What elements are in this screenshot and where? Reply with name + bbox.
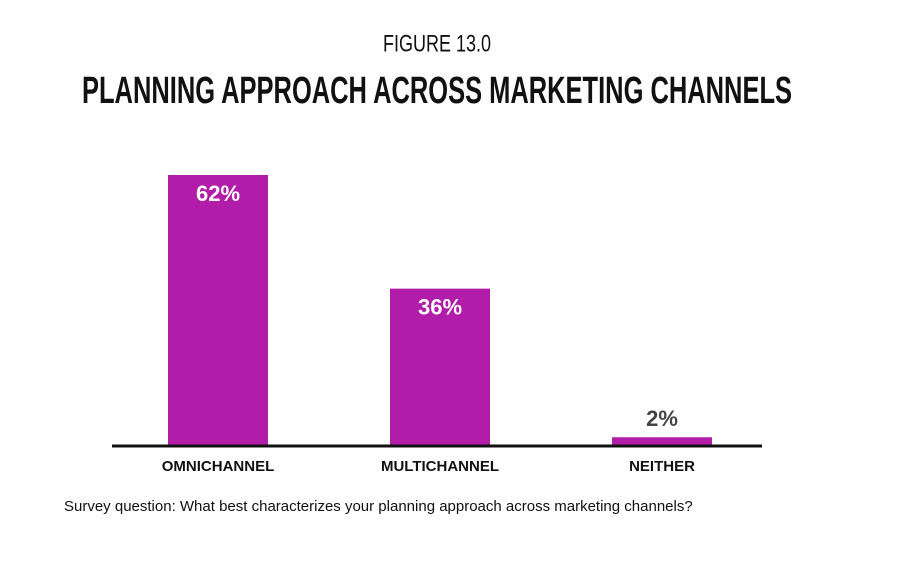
chart-subtitle: FIGURE 13.0 (383, 30, 491, 57)
x-tick-label: NEITHER (629, 458, 695, 475)
value-label: 2% (646, 406, 678, 431)
value-label: 62% (196, 181, 240, 206)
x-tick-label: MULTICHANNEL (381, 458, 499, 475)
x-tick-label: OMNICHANNEL (162, 458, 275, 475)
chart-title: PLANNING APPROACH ACROSS MARKETING CHANN… (82, 70, 792, 112)
bar (168, 175, 268, 446)
chart-note: Survey question: What best characterizes… (64, 498, 693, 515)
value-label: 36% (418, 294, 462, 319)
bar (612, 437, 712, 446)
bar (390, 288, 490, 446)
